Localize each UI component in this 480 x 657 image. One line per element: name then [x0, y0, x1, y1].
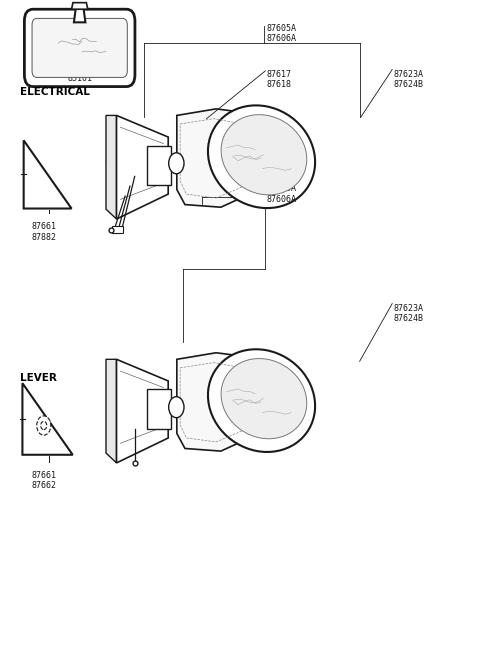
Text: 87605A
87606A: 87605A 87606A	[266, 184, 296, 204]
Polygon shape	[147, 146, 170, 185]
Polygon shape	[117, 116, 168, 219]
Circle shape	[41, 421, 47, 430]
Text: 1129EE: 1129EE	[123, 139, 153, 148]
Text: 87623A
87624B: 87623A 87624B	[393, 304, 423, 323]
Polygon shape	[112, 225, 123, 233]
Text: 87617
87618: 87617 87618	[266, 70, 291, 89]
Ellipse shape	[208, 105, 315, 208]
Polygon shape	[106, 116, 117, 219]
Polygon shape	[177, 353, 254, 451]
Circle shape	[168, 153, 184, 173]
Circle shape	[37, 416, 51, 435]
FancyBboxPatch shape	[32, 18, 127, 78]
Text: 1129EE: 1129EE	[123, 384, 153, 394]
Text: LEVER: LEVER	[20, 373, 57, 383]
Text: 85101: 85101	[67, 74, 92, 83]
Polygon shape	[24, 141, 72, 208]
Polygon shape	[72, 3, 88, 9]
Text: ELECTRICAL: ELECTRICAL	[20, 87, 90, 97]
FancyBboxPatch shape	[24, 9, 135, 87]
Polygon shape	[177, 109, 254, 207]
Ellipse shape	[221, 359, 307, 439]
Text: 87623A
87624B: 87623A 87624B	[393, 70, 423, 89]
Circle shape	[168, 397, 184, 418]
Polygon shape	[23, 383, 72, 455]
Text: 87605A
87606A: 87605A 87606A	[266, 24, 296, 43]
Ellipse shape	[208, 350, 315, 452]
Polygon shape	[117, 359, 168, 463]
Polygon shape	[74, 8, 85, 22]
Ellipse shape	[221, 115, 307, 195]
Text: 87661
87662: 87661 87662	[31, 471, 56, 490]
Text: 87661
87882: 87661 87882	[31, 222, 56, 242]
Polygon shape	[106, 359, 117, 463]
Polygon shape	[147, 390, 170, 429]
